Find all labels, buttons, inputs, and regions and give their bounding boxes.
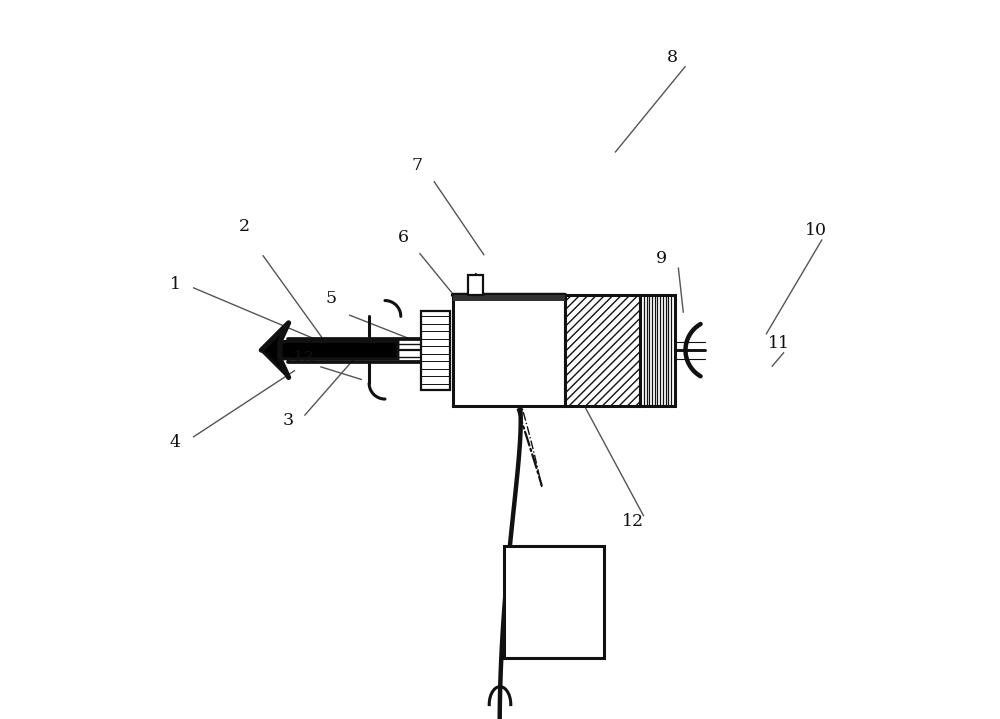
Text: 12: 12 <box>622 513 644 530</box>
Bar <box>453 295 565 406</box>
Text: 11: 11 <box>768 335 790 352</box>
Text: 5: 5 <box>325 290 337 307</box>
Text: 7: 7 <box>412 157 423 174</box>
Text: 9: 9 <box>656 250 667 267</box>
Text: 8: 8 <box>667 49 678 66</box>
Text: 6: 6 <box>397 229 408 246</box>
Text: 13: 13 <box>293 349 315 367</box>
Text: 3: 3 <box>282 412 293 429</box>
Bar <box>640 295 675 406</box>
Bar <box>468 275 483 295</box>
Text: 10: 10 <box>805 221 827 239</box>
Text: 4: 4 <box>170 434 181 451</box>
Bar <box>504 546 604 658</box>
Bar <box>421 311 450 390</box>
Bar <box>453 295 565 301</box>
Polygon shape <box>261 323 398 377</box>
Bar <box>565 295 640 406</box>
Text: 1: 1 <box>170 275 181 293</box>
Text: 2: 2 <box>239 218 250 235</box>
